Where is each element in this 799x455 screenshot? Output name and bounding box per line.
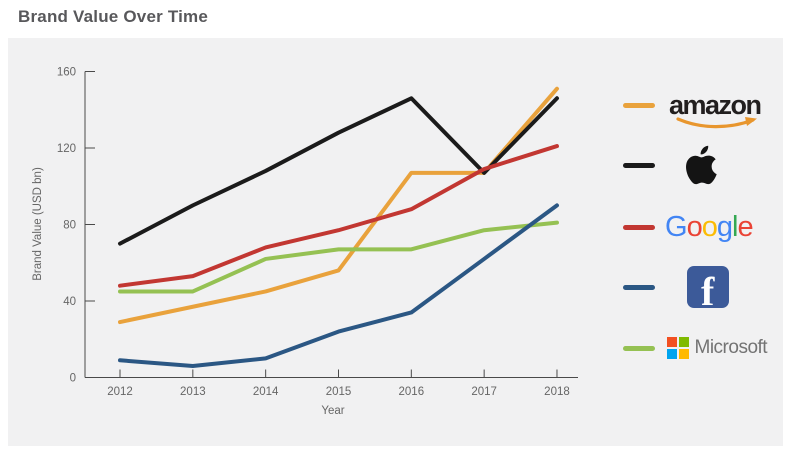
microsoft-logo: Microsoft	[667, 337, 768, 359]
x-tick-label: 2017	[471, 386, 497, 398]
microsoft-tile	[678, 337, 689, 348]
microsoft-tile	[667, 348, 677, 359]
apple-line-swatch	[623, 162, 655, 168]
facebook-logo-icon: f	[687, 266, 729, 308]
google-letter: e	[737, 210, 753, 243]
y-tick-label: 80	[63, 220, 76, 232]
series-line-google	[118, 144, 559, 288]
legend-item-google: Google	[623, 201, 754, 253]
x-tick-label: 2014	[253, 386, 279, 398]
x-axis-title: Year	[321, 405, 344, 417]
legend-item-facebook: f	[623, 261, 729, 313]
google-letter: o	[686, 210, 703, 243]
legend-item-amazon: amazon	[623, 79, 762, 131]
microsoft-line-swatch	[623, 345, 655, 351]
series-line-apple	[118, 96, 559, 246]
google-line-swatch	[623, 224, 655, 230]
facebook-f-letter: f	[701, 269, 715, 308]
google-letter: g	[716, 210, 733, 243]
google-letter: l	[731, 210, 739, 243]
google-letter: o	[701, 210, 718, 243]
google-letter: G	[665, 210, 688, 243]
chart-legend: amazon Google f	[623, 38, 783, 446]
amazon-line-swatch	[623, 102, 655, 108]
legend-item-apple	[623, 139, 725, 191]
legend-item-microsoft: Microsoft	[623, 322, 768, 374]
google-logo: Google	[665, 210, 754, 243]
series-line-facebook	[118, 203, 559, 369]
x-tick-label: 2016	[399, 386, 425, 398]
amazon-smile-arrow-icon	[676, 116, 757, 128]
y-tick-label: 0	[70, 373, 76, 385]
y-tick-label: 40	[63, 296, 76, 308]
y-tick-label: 120	[57, 143, 76, 155]
y-tick-label: 160	[57, 67, 76, 79]
series-line-amazon	[118, 86, 559, 325]
chart-panel: 0 40 80 120 160 2012 2013 2014 2015 2016 2017 2018 Y…	[8, 38, 783, 446]
series-line-microsoft	[118, 220, 559, 294]
microsoft-tile	[678, 348, 689, 359]
microsoft-window-icon	[667, 337, 689, 359]
x-tick-label: 2015	[326, 386, 352, 398]
amazon-wordmark: amazon	[669, 89, 762, 120]
microsoft-tile	[667, 337, 677, 348]
x-tick-label: 2013	[180, 386, 206, 398]
x-tick-label: 2012	[107, 386, 133, 398]
facebook-line-swatch	[623, 284, 655, 290]
y-axis-title: Brand Value (USD bn)	[32, 167, 44, 281]
amazon-logo: amazon	[669, 89, 762, 128]
microsoft-wordmark: Microsoft	[694, 337, 768, 358]
x-tick-label: 2018	[544, 386, 570, 398]
page-title: Brand Value Over Time	[18, 7, 209, 26]
brand-value-line-chart: 0 40 80 120 160 2012 2013 2014 2015 2016 2017 2018 Y…	[32, 67, 578, 417]
apple-logo-icon	[686, 145, 717, 185]
